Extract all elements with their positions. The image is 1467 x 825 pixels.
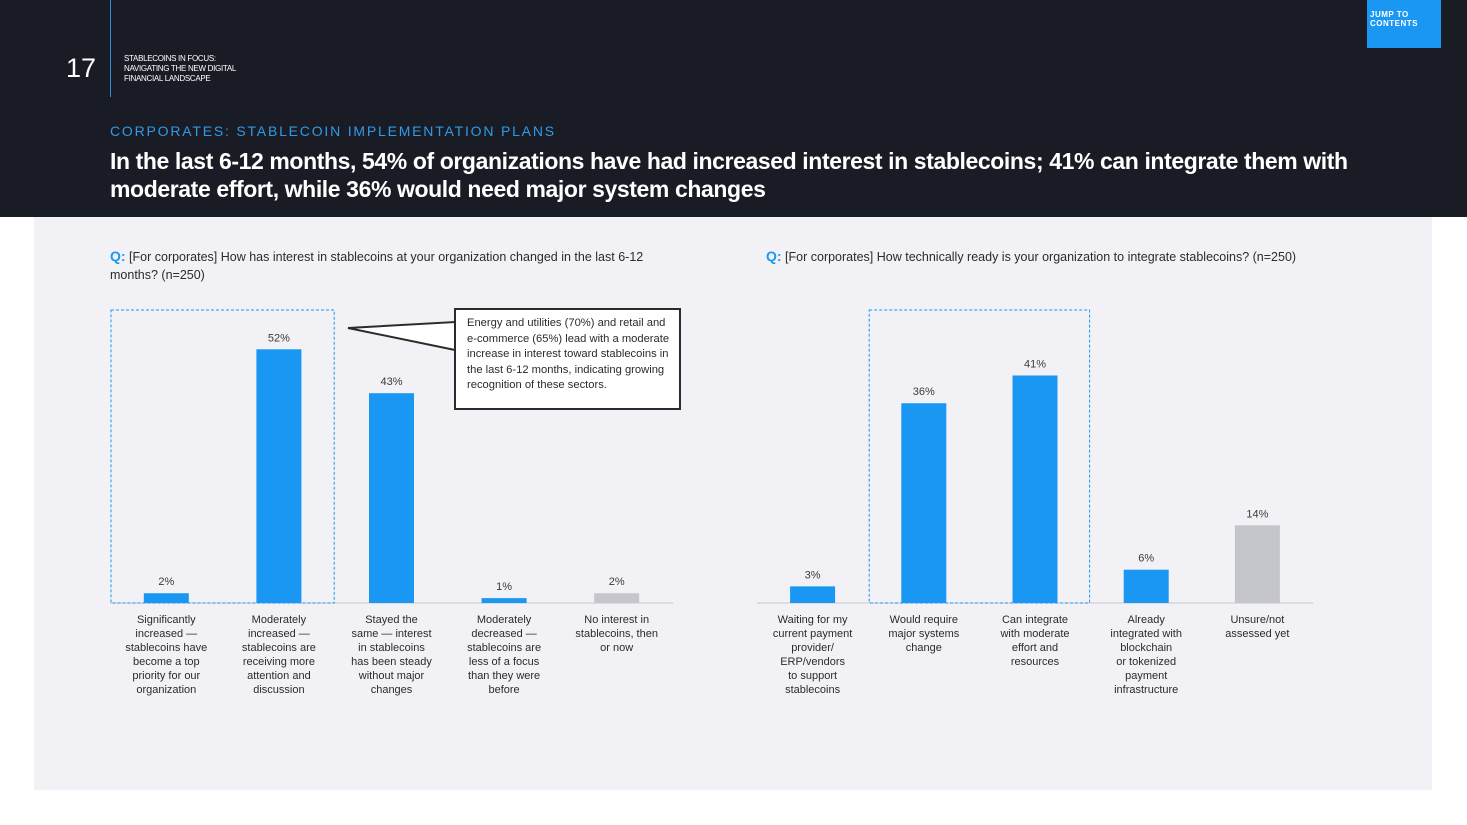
header-divider [110, 0, 111, 97]
page-headline: In the last 6-12 months, 54% of organiza… [110, 148, 1348, 202]
category-label: Would require major systems change [888, 614, 960, 654]
data-label: 41% [1024, 358, 1046, 370]
category-label: Stayed the same — interest in stablecoins h… [351, 614, 432, 696]
right-q-marker: Q: [766, 248, 782, 264]
category-label: Can integrate with moderate effort and reso… [1000, 614, 1070, 668]
data-label: 1% [496, 581, 512, 593]
highlight-box [868, 309, 1091, 604]
bar [143, 593, 189, 603]
category-label: Already integrated with blockchain or token… [1110, 614, 1182, 696]
bar [1123, 569, 1169, 603]
left-question: Q: [For corporates] How has interest in … [110, 247, 690, 284]
bar [790, 586, 836, 603]
data-label: 3% [805, 569, 821, 581]
bar [594, 593, 640, 603]
page-number: 17 [66, 53, 97, 83]
data-label: 2% [609, 576, 625, 588]
bar [369, 393, 414, 603]
bar [256, 349, 302, 603]
right-question-text: [For corporates] How technically ready i… [785, 250, 1297, 264]
interest-change-chart: 2% 52% 43% 1% 2% [110, 309, 673, 604]
right-question: Q: [For corporates] How technically read… [766, 247, 1386, 266]
category-label: Moderately increased — stablecoins are rece… [241, 614, 316, 696]
data-label: 6% [1138, 553, 1154, 565]
technical-readiness-chart: 3% 36% 41% 6% 14% [757, 309, 1313, 604]
category-label: Unsure/not assessed yet [1225, 614, 1290, 640]
data-label: 2% [158, 576, 174, 588]
bar [481, 598, 527, 603]
left-q-marker: Q: [110, 248, 126, 264]
bar [1012, 375, 1058, 603]
data-label: 14% [1246, 508, 1268, 520]
section-label: CORPORATES: STABLECOIN IMPLEMENTATION PL… [110, 123, 556, 139]
jump-to-contents-button[interactable]: JUMP TO CONTENTS [1367, 0, 1441, 48]
bar [901, 403, 947, 603]
data-label: 43% [380, 376, 402, 388]
left-question-text: [For corporates] How has interest in sta… [110, 250, 644, 282]
bar [1234, 525, 1280, 603]
category-label: Moderately decreased — stablecoins are less… [467, 614, 542, 696]
page-header: 17 STABLECOINS IN FOCUS: NAVIGATING THE … [0, 0, 1467, 217]
insight-callout: Energy and utilities (70%) and retail an… [454, 308, 681, 410]
data-label: 52% [268, 332, 290, 344]
document-title: STABLECOINS IN FOCUS: NAVIGATING THE NEW… [124, 54, 236, 83]
category-label: Waiting for my current payment provider/ER… [772, 614, 853, 696]
category-label: Significantly increased — stablecoins have… [125, 614, 208, 696]
data-label: 36% [913, 386, 935, 398]
category-label: No interest in stablecoins, then or now [575, 614, 658, 654]
highlight-box [110, 309, 335, 604]
jump-to-contents-label: JUMP TO CONTENTS [1370, 10, 1418, 28]
callout-pointer [347, 320, 456, 352]
